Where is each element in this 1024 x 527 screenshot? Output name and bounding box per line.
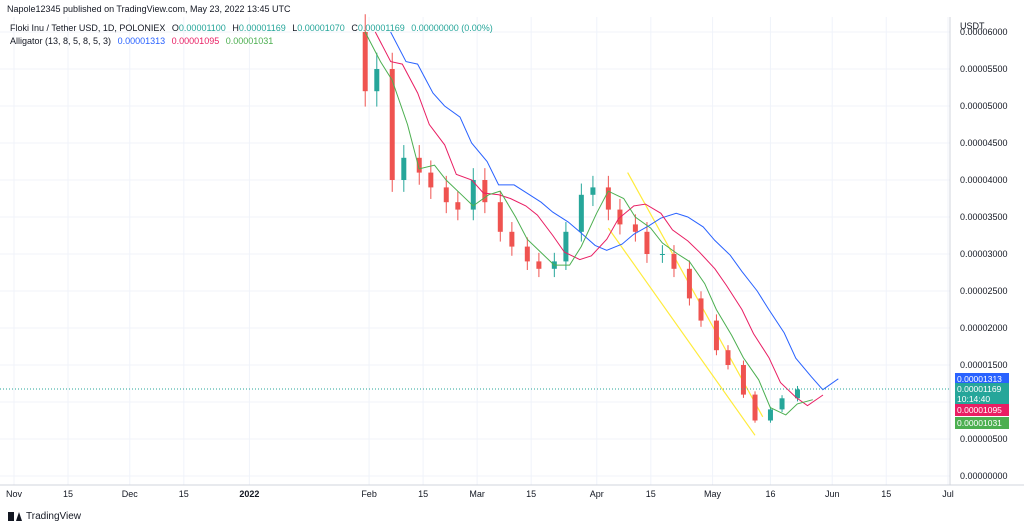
teeth-legend-value: 0.00001095 — [171, 36, 220, 46]
time-tick-label: Feb — [361, 489, 377, 499]
time-tick-label: Jun — [825, 489, 840, 499]
time-tick-label: Jul — [942, 489, 954, 499]
high-value: 0.00001169 — [238, 23, 286, 33]
brand-label: TradingView — [26, 511, 82, 522]
candle-body — [443, 187, 449, 203]
time-tick-label: 15 — [881, 489, 891, 499]
candle-body — [482, 180, 488, 203]
candle-body — [536, 261, 542, 269]
price-axis: 0.000000000.000005000.000010000.00001500… — [960, 27, 1008, 481]
symbol-legend: Floki Inu / Tether USD, 1D, POLONIEX O0.… — [10, 23, 493, 33]
candle-body — [416, 157, 422, 173]
candle-body — [401, 157, 407, 180]
teeth-line — [374, 31, 824, 407]
candle-body — [470, 180, 476, 210]
candle-body — [374, 69, 380, 92]
tradingview-brand[interactable]: TradingView — [8, 511, 81, 522]
lips-legend-value: 0.00001031 — [225, 36, 274, 46]
price-tick-label: 0.00003500 — [960, 212, 1008, 222]
bar-countdown: 10:14:40 — [957, 394, 991, 404]
indicator-legend: Alligator (13, 8, 5, 8, 5, 3) 0.00001313… — [10, 36, 273, 46]
time-tick-label: 15 — [646, 489, 656, 499]
time-axis: Nov 15 Dec 15 2022 Feb 15 Mar 15 Apr 15 May 16 Jun 15 J… — [6, 489, 954, 499]
channel-lower-line — [607, 227, 756, 436]
price-tick-label: 0.00006000 — [960, 27, 1008, 37]
axis-currency: USDT — [960, 21, 985, 31]
low-label: L — [292, 23, 298, 33]
jaw-legend-value: 0.00001313 — [117, 36, 166, 46]
candle-body — [428, 172, 434, 188]
candle-body — [644, 231, 650, 254]
candle-body — [509, 231, 515, 247]
candle-body — [659, 254, 665, 255]
price-tick-label: 0.00005000 — [960, 101, 1008, 111]
time-tick-label: 15 — [418, 489, 428, 499]
time-tick-label: 15 — [526, 489, 536, 499]
price-tick-label: 0.00004500 — [960, 138, 1008, 148]
channel-upper-line — [627, 172, 764, 418]
jaw-line — [390, 31, 839, 391]
time-tick-label: Apr — [590, 489, 604, 499]
lips-price-tag: 0.00001031 — [955, 417, 1009, 429]
candle-body — [590, 187, 596, 195]
candle-body — [725, 350, 731, 365]
lips-line — [364, 31, 813, 416]
published-caption: Napole12345 published on TradingView.com… — [7, 4, 291, 14]
price-tick-label: 0.00002500 — [960, 286, 1008, 296]
candle-body — [767, 409, 773, 421]
descending-channel — [607, 172, 764, 436]
price-tick-label: 0.00005500 — [960, 64, 1008, 74]
candle-body — [563, 231, 569, 262]
close-value: 0.00001169 — [357, 23, 405, 33]
price-tick-label: 0.00000500 — [960, 434, 1008, 444]
candle-body — [698, 298, 704, 321]
candle-body — [779, 398, 785, 410]
price-tick-label: 0.00000000 — [960, 471, 1008, 481]
low-value: 0.00001070 — [297, 23, 345, 33]
tradingview-logo-icon — [8, 512, 22, 521]
close-label: C — [351, 23, 358, 33]
candle-body — [671, 254, 677, 269]
candle-body — [740, 365, 746, 395]
time-tick-label: 2022 — [239, 489, 259, 499]
candle-body — [578, 194, 584, 232]
candle-body — [362, 32, 368, 92]
symbol-title: Floki Inu / Tether USD, 1D, POLONIEX — [10, 23, 166, 33]
change-value: 0.00000000 (0.00%) — [411, 23, 493, 33]
time-tick-label: May — [704, 489, 722, 499]
indicator-title: Alligator (13, 8, 5, 8, 5, 3) — [10, 36, 112, 46]
candle-body — [632, 224, 638, 232]
candle-body — [752, 394, 758, 421]
price-tick-label: 0.00003000 — [960, 249, 1008, 259]
time-tick-label: 16 — [765, 489, 775, 499]
last-price-value: 0.00001169 — [957, 384, 1002, 394]
price-tick-label: 0.00002000 — [960, 323, 1008, 333]
time-tick-label: Dec — [122, 489, 139, 499]
open-value: 0.00001100 — [178, 23, 226, 33]
open-label: O — [171, 23, 179, 33]
candle-body — [686, 268, 692, 299]
teeth-price-tag: 0.00001095 — [955, 404, 1009, 416]
alligator-lines — [364, 31, 839, 416]
candle-body — [524, 246, 530, 262]
jaw-price-tag: 0.00001313 — [955, 373, 1009, 385]
price-tick-label: 0.00004000 — [960, 175, 1008, 185]
price-tick-label: 0.00001500 — [960, 360, 1008, 370]
candle-body — [497, 202, 503, 232]
candle-body — [794, 389, 800, 399]
time-tick-label: 15 — [179, 489, 189, 499]
candle-body — [455, 202, 461, 210]
time-tick-label: 15 — [63, 489, 73, 499]
time-tick-label: Mar — [469, 489, 485, 499]
candle-body — [605, 187, 611, 210]
time-tick-label: Nov — [6, 489, 23, 499]
high-label: H — [232, 23, 239, 33]
last-price-tag: 0.00001169 10:14:40 — [955, 383, 1009, 405]
grid — [0, 17, 950, 485]
candle-body — [389, 69, 395, 180]
candle-body — [713, 320, 719, 351]
